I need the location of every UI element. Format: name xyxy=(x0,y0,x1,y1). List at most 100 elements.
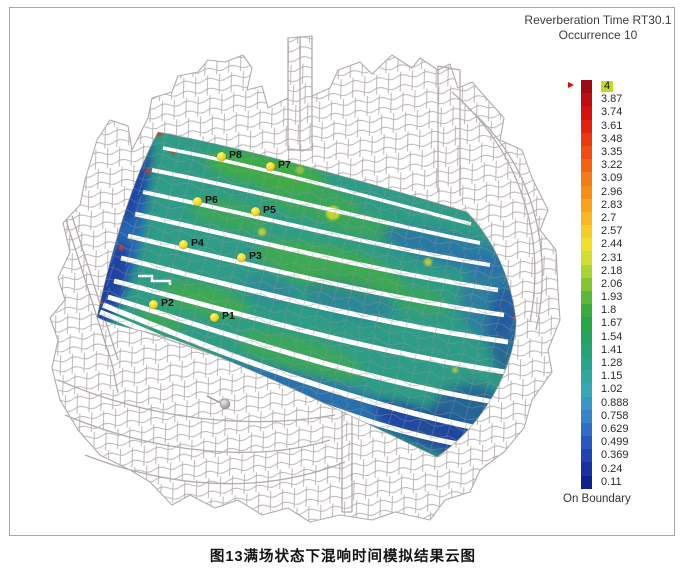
legend-value-label: 0.369 xyxy=(601,449,629,462)
legend-color-swatch xyxy=(581,225,592,239)
legend-value-label: 1.15 xyxy=(601,370,623,383)
legend-item: 2.7 xyxy=(581,211,629,226)
legend-value-label: 2.57 xyxy=(601,225,623,238)
legend-value-label: 4 xyxy=(601,81,614,93)
legend-color-swatch xyxy=(581,172,592,186)
legend-value-label: 3.74 xyxy=(601,106,623,119)
legend-item: 1.28 xyxy=(581,356,629,371)
legend-item: 3.48 xyxy=(581,132,629,146)
legend-value-label: 0.499 xyxy=(601,436,629,449)
surface-outline xyxy=(96,131,517,458)
legend-value-label: 1.93 xyxy=(601,291,623,304)
legend-item: 1.02 xyxy=(581,383,629,397)
legend-color-swatch xyxy=(581,132,592,146)
colorbar-legend: 4 3.87 3.74 3.61 3.48 3.35 3.22 3.09 2.96 2.83 2.7… xyxy=(568,80,629,489)
legend-item: 2.18 xyxy=(581,264,629,278)
legend-item: 1.15 xyxy=(581,370,629,384)
legend-item: 3.09 xyxy=(581,172,629,186)
legend-item: 1.67 xyxy=(581,317,629,331)
legend-value-label: 2.83 xyxy=(601,198,623,211)
legend-value-label: 1.54 xyxy=(601,330,623,343)
legend-color-swatch xyxy=(581,93,592,107)
legend-value-label: 2.06 xyxy=(601,277,623,290)
legend-item: 2.83 xyxy=(581,198,629,212)
legend-value-label: 2.96 xyxy=(601,185,623,198)
legend-value-label: 1.02 xyxy=(601,383,623,396)
legend-value-label: 1.28 xyxy=(601,357,623,370)
legend-color-swatch xyxy=(581,185,592,199)
surface-mesh-overlay xyxy=(97,132,516,457)
legend-value-label: 3.87 xyxy=(601,93,623,106)
legend-value-label: 0.629 xyxy=(601,422,629,435)
legend-value-label: 2.31 xyxy=(601,251,623,264)
legend-color-swatch xyxy=(581,238,592,252)
legend-color-swatch xyxy=(581,264,592,278)
legend-value-label: 0.11 xyxy=(601,475,622,488)
legend-color-swatch xyxy=(581,159,592,173)
legend-item: 2.31 xyxy=(581,251,629,265)
legend-item: 0.11 xyxy=(581,475,629,489)
legend-color-swatch xyxy=(581,330,592,344)
legend-selection-arrow-icon xyxy=(568,82,574,88)
legend-item: 3.74 xyxy=(581,106,629,120)
legend-value-label: 2.44 xyxy=(601,238,623,251)
legend-color-swatch xyxy=(581,198,592,212)
legend-color-swatch xyxy=(581,475,592,489)
legend-item: 0.369 xyxy=(581,449,629,463)
legend-color-swatch xyxy=(581,317,592,331)
legend-color-swatch xyxy=(581,80,592,94)
legend-item: 0.499 xyxy=(581,436,629,450)
legend-value-label: 3.61 xyxy=(601,119,623,132)
legend-rows: 4 3.87 3.74 3.61 3.48 3.35 3.22 3.09 2.96 2.83 2.7… xyxy=(581,80,629,489)
legend-item: 1.8 xyxy=(581,304,629,318)
legend-item: 2.06 xyxy=(581,277,629,291)
legend-color-swatch xyxy=(581,462,592,476)
legend-color-swatch xyxy=(581,119,592,133)
legend-value-label: 3.35 xyxy=(601,146,623,159)
legend-value-label: 2.7 xyxy=(601,211,617,224)
legend-color-swatch xyxy=(581,277,592,291)
legend-color-swatch xyxy=(581,145,592,160)
legend-item: 1.41 xyxy=(581,343,629,357)
plot-title: Reverberation Time RT30.1 xyxy=(524,13,672,27)
source-sphere xyxy=(206,395,231,410)
legend-item: 1.93 xyxy=(581,291,629,305)
legend-value-label: 1.41 xyxy=(601,343,623,356)
plot-header: Reverberation Time RT30.1 Occurrence 10 xyxy=(520,13,676,43)
legend-color-swatch xyxy=(581,356,592,371)
legend-color-swatch xyxy=(581,106,592,120)
legend-value-label: 1.8 xyxy=(601,304,617,317)
legend-color-swatch xyxy=(581,436,592,450)
legend-value-label: 3.22 xyxy=(601,159,623,172)
legend-color-swatch xyxy=(581,396,592,410)
legend-color-swatch xyxy=(581,383,592,397)
legend-item: 0.24 xyxy=(581,462,629,476)
legend-item: 1.54 xyxy=(581,330,629,344)
legend-color-swatch xyxy=(581,251,592,265)
legend-color-swatch xyxy=(581,291,592,305)
legend-value-label: 3.48 xyxy=(601,132,623,145)
legend-color-swatch xyxy=(581,449,592,463)
legend-value-label: 3.09 xyxy=(601,172,623,185)
legend-footer: On Boundary xyxy=(563,493,631,505)
legend-item: 0.629 xyxy=(581,422,629,437)
legend-value-label: 0.24 xyxy=(601,462,623,475)
legend-color-swatch xyxy=(581,409,592,423)
legend-item: 3.87 xyxy=(581,93,629,107)
legend-color-swatch xyxy=(581,211,592,226)
legend-value-label: 2.18 xyxy=(601,264,623,277)
legend-color-swatch xyxy=(581,343,592,357)
plot-subtitle: Occurrence 10 xyxy=(558,28,638,42)
legend-item: 2.44 xyxy=(581,238,629,252)
legend-item: 3.22 xyxy=(581,159,629,173)
legend-item: 4 xyxy=(581,80,629,94)
legend-color-swatch xyxy=(581,422,592,437)
legend-color-swatch xyxy=(581,370,592,384)
legend-item: 0.888 xyxy=(581,396,629,410)
legend-item: 2.57 xyxy=(581,225,629,239)
legend-item: 0.758 xyxy=(581,409,629,423)
legend-value-label: 0.888 xyxy=(601,396,629,409)
legend-item: 3.61 xyxy=(581,119,629,133)
